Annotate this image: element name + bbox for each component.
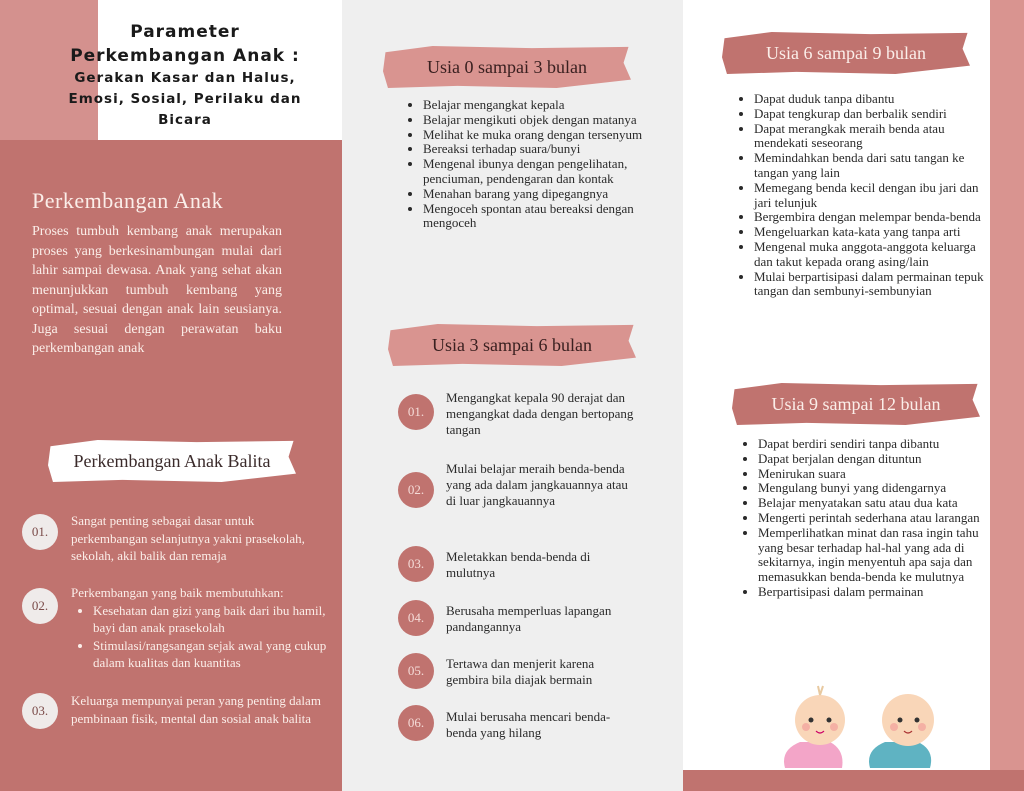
list-item: Mengeluarkan kata-kata yang tanpa arti: [754, 224, 990, 240]
number-badge: 04.: [398, 600, 434, 636]
age-6-9-list: Dapat duduk tanpa dibantu Dapat tengkura…: [736, 91, 990, 300]
balita-item: Keluarga mempunyai peran yang penting da…: [71, 693, 321, 726]
list-item: Berpartisipasi dalam permainan: [758, 584, 990, 600]
age-3-6-heading: Usia 3 sampai 6 bulan: [388, 324, 636, 366]
age-0-3-list: Belajar mengangkat kepala Belajar mengik…: [405, 97, 655, 232]
intro-text: Proses tumbuh kembang anak merupakan pro…: [32, 224, 282, 356]
list-item: Memegang benda kecil dengan ibu jari dan…: [754, 180, 990, 211]
list-item: Mengenal ibunya dengan pengelihatan, pen…: [423, 156, 655, 187]
list-item: Meletakkan benda-benda di mulutnya: [446, 549, 591, 580]
list-item: Mengangkat kepala 90 derajat dan mengang…: [446, 390, 634, 437]
balita-heading: Perkembangan Anak Balita: [48, 440, 296, 482]
list-item: Belajar mengangkat kepala: [423, 97, 655, 113]
number-badge: 06.: [398, 705, 434, 741]
list-item: Tertawa dan menjerit karena gembira bila…: [446, 656, 595, 687]
list-item: Belajar mengikuti objek dengan matanya: [423, 112, 655, 128]
list-item: Bergembira dengan melempar benda-benda: [754, 210, 990, 225]
list-item: Belajar menyatakan satu atau dua kata: [758, 495, 990, 511]
title-box: [98, 0, 342, 140]
list-item: Mengulang bunyi yang didengarnya: [758, 481, 990, 496]
number-badge: 03.: [22, 693, 58, 729]
list-item: Menahan barang yang dipegangnya: [423, 186, 655, 202]
number-badge: 05.: [398, 653, 434, 689]
age-9-12-list: Dapat berdiri sendiri tanpa dibantu Dapa…: [740, 436, 990, 600]
age-6-9-heading: Usia 6 sampai 9 bulan: [722, 32, 970, 74]
age-0-3-heading: Usia 0 sampai 3 bulan: [383, 46, 631, 88]
list-item: Dapat merangkak meraih benda atau mendek…: [754, 121, 990, 152]
list-item: Dapat duduk tanpa dibantu: [754, 91, 990, 107]
list-item: Mulai berusaha mencari benda-benda yang …: [446, 709, 611, 740]
list-item: Memperlihatkan minat dan rasa ingin tahu…: [758, 525, 990, 585]
crawling-babies-icon: [784, 685, 934, 768]
subtitle-line: Emosi, Sosial, Perilaku dan: [68, 91, 302, 107]
intro-heading: Perkembangan Anak: [32, 188, 224, 213]
list-item: Mengoceh spontan atau bereaksi dengan me…: [423, 201, 655, 232]
number-badge: 02.: [398, 472, 434, 508]
decor-bar: [683, 770, 1024, 791]
list-item: Melihat ke muka orang dengan tersenyum: [423, 127, 655, 143]
list-item: Bereaksi terhadap suara/bunyi: [423, 142, 655, 157]
list-item: Memindahkan benda dari satu tangan ke ta…: [754, 150, 990, 181]
baby-boy-icon: [869, 694, 934, 768]
title-line: Parameter: [130, 22, 240, 42]
list-item: Berusaha memperluas lapangan pandanganny…: [446, 603, 612, 634]
list-item: Mulai belajar meraih benda-benda yang ad…: [446, 461, 628, 508]
baby-girl-icon: [784, 685, 845, 768]
balita-item-text: Perkembangan yang baik membutuhkan:: [71, 585, 284, 600]
decor-strip: [990, 0, 1024, 770]
list-item: Mengerti perintah sederhana atau laranga…: [758, 510, 990, 526]
list-item: Dapat berjalan dengan dituntun: [758, 451, 990, 467]
page-title: Parameter Perkembangan Anak : Gerakan Ka…: [40, 20, 330, 131]
age-9-12-heading: Usia 9 sampai 12 bulan: [732, 383, 980, 425]
number-badge: 03.: [398, 546, 434, 582]
balita-subitem: Kesehatan dan gizi yang baik dari ibu ha…: [93, 602, 333, 637]
list-item: Mengenal muka anggota-anggota keluarga d…: [754, 239, 990, 270]
number-badge: 01.: [398, 394, 434, 430]
title-line: Perkembangan Anak :: [70, 46, 300, 66]
balita-item: Sangat penting sebagai dasar untuk perke…: [71, 513, 305, 563]
list-item: Menirukan suara: [758, 466, 990, 482]
number-badge: 01.: [22, 514, 58, 550]
list-item: Mulai berpartisipasi dalam permainan tep…: [754, 269, 990, 300]
number-badge: 02.: [22, 588, 58, 624]
list-item: Dapat berdiri sendiri tanpa dibantu: [758, 436, 990, 452]
subtitle-line: Bicara: [158, 112, 212, 128]
subtitle-line: Gerakan Kasar dan Halus,: [74, 70, 296, 86]
balita-subitem: Stimulasi/rangsangan sejak awal yang cuk…: [93, 637, 333, 672]
decor-strip: [0, 0, 98, 140]
balita-item: Perkembangan yang baik membutuhkan: Kese…: [71, 584, 333, 672]
list-item: Dapat tengkurap dan berbalik sendiri: [754, 106, 990, 122]
